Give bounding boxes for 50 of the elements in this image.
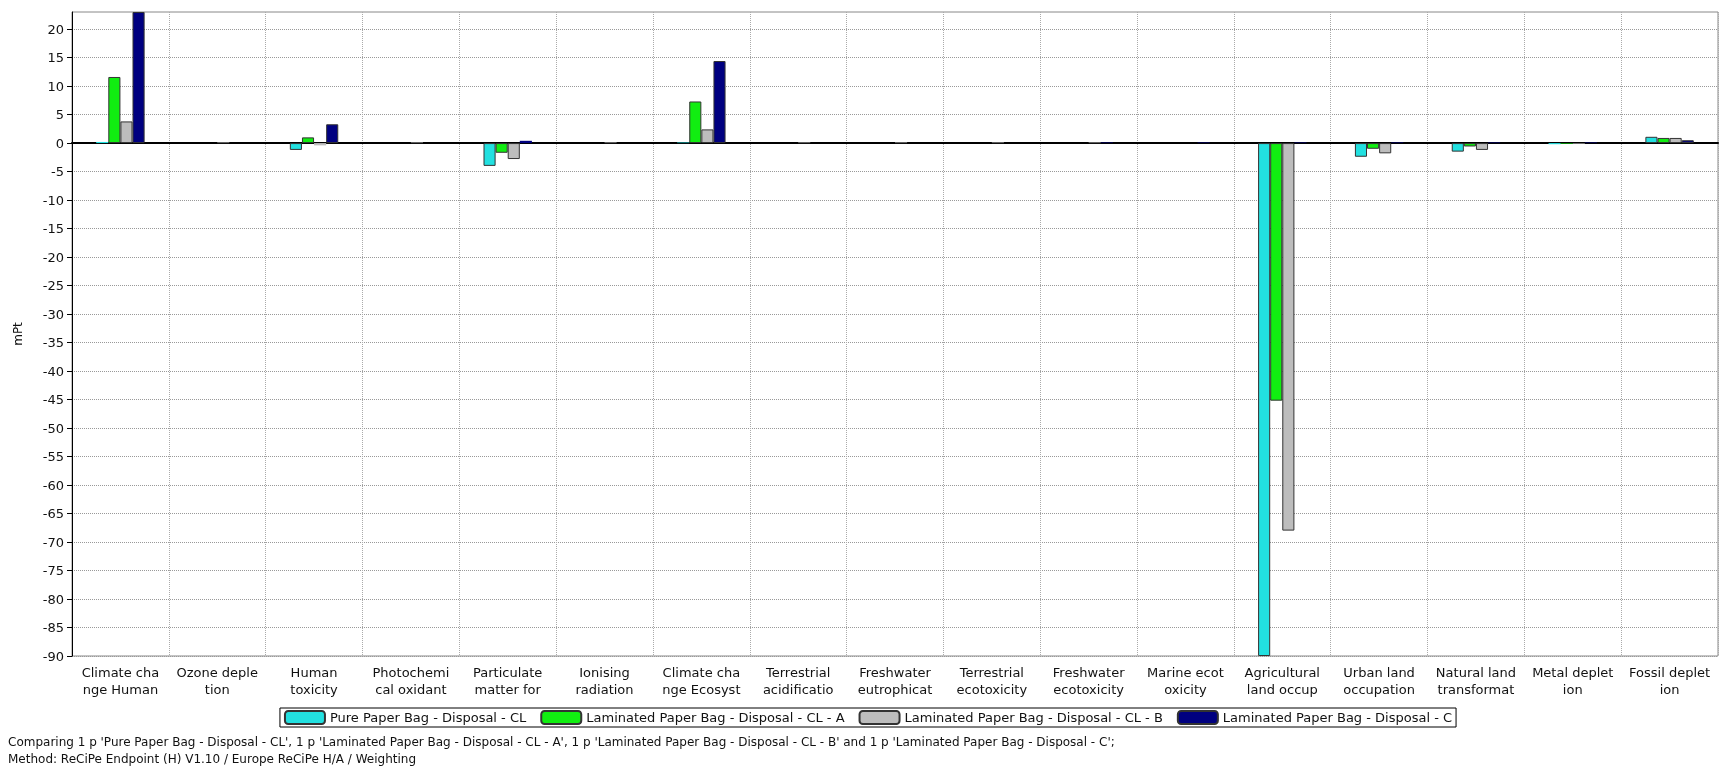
y-tick-label: -50: [42, 420, 64, 436]
x-tick-label: Climate cha nge Ecosyst: [662, 665, 741, 697]
x-tick-label: Ozone deple tion: [176, 665, 258, 697]
legend-label: Laminated Paper Bag - Disposal - C: [1222, 710, 1453, 725]
x-tick-label: Natural land transformat: [1435, 665, 1517, 697]
bar: [289, 143, 302, 150]
y-tick-label: -45: [42, 392, 64, 408]
bar: [301, 137, 315, 144]
y-tick-label: -60: [42, 477, 64, 493]
bar: [326, 124, 339, 144]
y-tick-label: -5: [51, 164, 64, 180]
y-tick-label: -70: [42, 534, 64, 550]
x-tick-label: Freshwater eutrophicat: [857, 665, 933, 697]
x-tick-label: Terrestrial acidificatio: [762, 665, 834, 697]
x-tick-label: Marine ecot oxicity: [1147, 665, 1224, 697]
y-tick-label: -30: [42, 306, 64, 322]
x-tick-label: Human toxicity: [290, 665, 339, 697]
legend-label: Pure Paper Bag - Disposal - CL: [329, 710, 528, 725]
y-tick-label: -10: [42, 192, 64, 208]
x-tick-label: Photochemi cal oxidant: [372, 665, 450, 697]
y-tick-label: 0: [55, 135, 64, 151]
y-tick-label: -25: [42, 278, 64, 294]
y-tick-label: -20: [42, 249, 64, 265]
x-tick-label: Climate cha nge Human: [81, 665, 160, 697]
y-tick-label: -65: [42, 506, 64, 522]
y-tick-label: -85: [42, 620, 64, 635]
y-tick-label: -15: [42, 221, 64, 237]
x-tick-label: Agricultural land occup: [1244, 665, 1320, 697]
legend-label: Laminated Paper Bag - Disposal - CL - A: [586, 710, 845, 725]
y-tick-label: -80: [42, 591, 64, 607]
y-tick-label: -75: [42, 563, 64, 579]
y-tick-label: 5: [55, 107, 64, 123]
x-tick-label: Urban land occupation: [1343, 665, 1415, 697]
x-tick-label: Particulate matter for: [473, 665, 543, 697]
x-tick-label: Fossil deplet ion: [1629, 665, 1711, 697]
y-tick-label: 20: [47, 21, 64, 37]
y-tick-label: 10: [47, 78, 64, 94]
y-tick-label: -55: [42, 449, 64, 465]
legend-label: Laminated Paper Bag - Disposal - CL - B: [904, 710, 1163, 725]
y-tick-label: -40: [42, 363, 64, 379]
text: Method: ReCiPe Endpoint (H) V1.10 / Europe ReCiPe H/A / Weighting: [8, 752, 417, 766]
y-tick-label: -35: [42, 335, 64, 351]
y-axis-title: mPt: [11, 321, 25, 346]
x-tick-label: Freshwater ecotoxicity: [1052, 665, 1126, 697]
x-tick-label: Ionising radiation: [575, 665, 634, 697]
y-tick-label: -90: [42, 648, 64, 664]
x-tick-label: Metal deplet ion: [1532, 665, 1614, 697]
x-tick-label: Terrestrial ecotoxicity: [956, 665, 1028, 697]
text: Comparing 1 p 'Pure Paper Bag - Disposal - CL', 1 p 'Laminated Paper Bag - Disposal - CL - A', 1 p 'Laminated Paper Bag - Disposal - CL - B' and 1 p 'Laminated Paper Bag - Disposal - C';: [8, 735, 1115, 749]
y-tick-label: 15: [47, 50, 64, 66]
